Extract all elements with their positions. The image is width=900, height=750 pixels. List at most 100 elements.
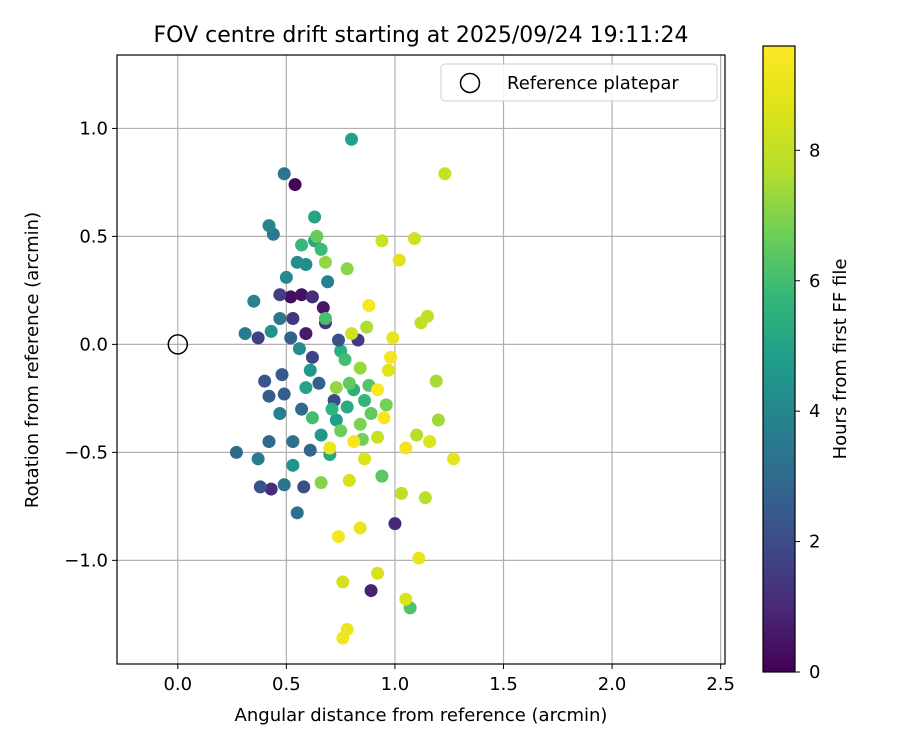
data-point — [247, 294, 261, 308]
data-point — [381, 363, 395, 377]
data-point — [262, 435, 276, 449]
data-point — [316, 301, 330, 315]
colorbar-ticks: 0 2 4 6 8 — [795, 140, 820, 683]
legend-box — [440, 63, 718, 102]
legend-label: Reference platepar — [507, 73, 679, 94]
y-tick-label: 1.0 — [79, 118, 108, 139]
x-tick-label: 2.5 — [706, 674, 735, 695]
colorbar-label: Hours from first FF file — [830, 259, 851, 460]
data-point — [286, 311, 300, 325]
data-point — [429, 374, 443, 388]
x-tick-label: 2.0 — [598, 674, 627, 695]
data-point — [379, 398, 393, 412]
data-point — [421, 309, 435, 323]
data-point — [253, 480, 267, 494]
data-point — [314, 476, 328, 490]
legend-marker — [459, 72, 481, 94]
colorbar: 0 2 4 6 8 Hours from first FF file — [762, 45, 851, 683]
colorbar-tick-label: 4 — [809, 401, 820, 422]
data-point — [303, 443, 317, 457]
data-point — [438, 167, 452, 181]
data-point — [264, 482, 278, 496]
data-point — [331, 530, 345, 544]
data-point — [345, 327, 359, 341]
data-point — [336, 575, 350, 589]
data-point — [399, 592, 413, 606]
data-point — [353, 521, 367, 535]
data-point — [377, 411, 391, 425]
data-point — [262, 219, 276, 233]
data-point — [334, 424, 348, 438]
y-tick-label: 0.5 — [79, 226, 108, 247]
data-point — [321, 275, 335, 289]
data-point — [399, 441, 413, 455]
data-point — [410, 428, 424, 442]
data-point — [336, 631, 350, 645]
x-axis-ticks: 0.0 0.5 1.0 1.5 2.0 2.5 — [163, 664, 735, 695]
data-point — [310, 229, 324, 243]
data-point — [392, 253, 406, 267]
data-point — [290, 506, 304, 520]
data-point — [345, 132, 359, 146]
data-point — [295, 288, 309, 302]
data-point — [262, 389, 276, 403]
data-point — [431, 413, 445, 427]
data-point — [297, 480, 311, 494]
data-point — [338, 353, 352, 366]
colorbar-tick-label: 0 — [809, 662, 820, 683]
data-point — [342, 473, 356, 487]
y-axis-ticks: −1.0 −0.5 0.0 0.5 1.0 — [64, 118, 117, 571]
data-point — [371, 430, 385, 444]
data-point — [358, 394, 372, 408]
data-point — [273, 406, 287, 420]
x-axis-label: Angular distance from reference (arcmin) — [235, 705, 608, 726]
data-point — [375, 234, 389, 248]
colorbar-gradient — [762, 45, 796, 673]
data-point — [273, 288, 287, 302]
data-point — [314, 428, 328, 442]
data-point — [277, 387, 291, 401]
data-point — [318, 311, 332, 325]
data-point — [292, 342, 306, 356]
data-point — [277, 167, 291, 181]
y-axis-label: Rotation from reference (arcmin) — [22, 212, 43, 508]
data-point — [394, 486, 408, 500]
data-point — [290, 255, 304, 269]
legend: Reference platepar — [440, 63, 718, 102]
data-point — [362, 299, 376, 313]
plot-frame — [116, 54, 726, 665]
x-tick-label: 1.5 — [489, 674, 518, 695]
data-point — [314, 242, 328, 256]
data-point — [312, 376, 326, 390]
data-point — [342, 376, 356, 390]
data-point — [375, 469, 389, 483]
data-point — [299, 381, 313, 395]
data-point — [295, 402, 309, 416]
x-tick-label: 1.0 — [381, 674, 410, 695]
data-point — [412, 551, 426, 565]
data-point — [286, 458, 300, 472]
y-tick-label: 0.0 — [79, 334, 108, 355]
data-point — [407, 232, 421, 246]
data-point — [305, 350, 319, 364]
reference-platepar-marker — [167, 334, 189, 355]
y-tick-label: −1.0 — [64, 550, 108, 571]
colorbar-tick-label: 2 — [809, 532, 820, 553]
data-point — [251, 331, 265, 345]
data-point — [238, 327, 252, 341]
data-point — [364, 406, 378, 420]
data-point — [323, 441, 337, 455]
data-point — [258, 374, 272, 388]
data-point — [418, 491, 432, 505]
data-point — [371, 383, 385, 397]
data-point — [358, 452, 372, 466]
data-point — [329, 413, 343, 427]
data-point — [447, 452, 461, 466]
chart-title: FOV centre drift starting at 2025/09/24 … — [154, 23, 689, 48]
data-point — [264, 324, 278, 338]
data-point — [325, 402, 339, 416]
data-point — [329, 381, 343, 395]
data-point — [364, 584, 378, 598]
data-point — [340, 400, 354, 414]
